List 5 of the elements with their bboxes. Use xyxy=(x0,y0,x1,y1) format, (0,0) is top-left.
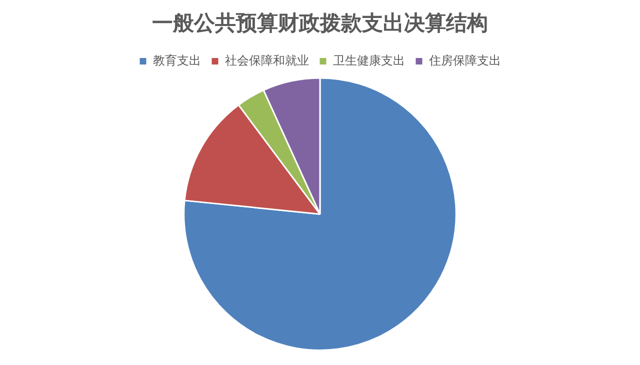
legend-label: 社会保障和就业 xyxy=(225,53,309,68)
chart-title: 一般公共预算财政拨款支出决算结构 xyxy=(152,11,488,36)
legend-label: 教育支出 xyxy=(153,53,201,68)
legend-label: 卫生健康支出 xyxy=(333,53,405,68)
legend-label: 住房保障支出 xyxy=(428,53,501,68)
